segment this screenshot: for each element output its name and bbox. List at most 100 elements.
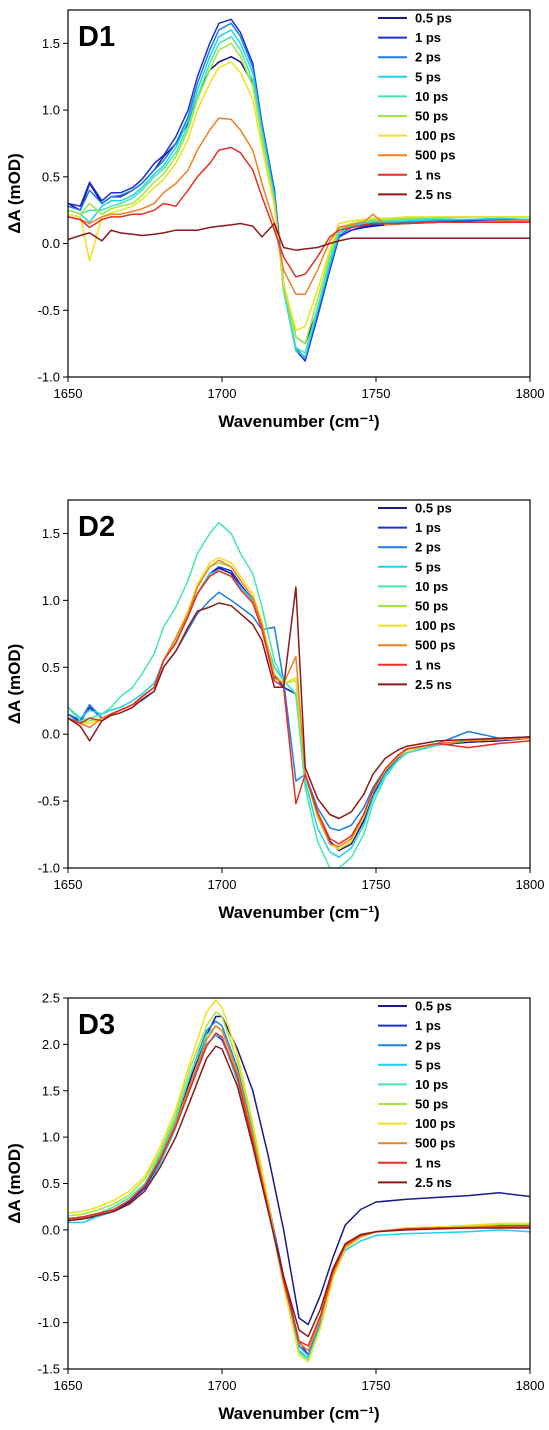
chart-1-y-tick-label: -0.5	[38, 303, 60, 318]
chart-3-y-tick-label: -0.5	[38, 1269, 60, 1284]
chart-1-series-line-10	[68, 222, 530, 251]
chart-2-x-tick-label: 1700	[208, 877, 237, 892]
chart-2-legend-label-9: 1 ns	[415, 657, 441, 672]
chart-3-x-axis-title: Wavenumber (cm⁻¹)	[218, 1404, 379, 1423]
chart-1-x-tick-label: 1800	[516, 386, 545, 401]
chart-3-legend-label-3: 2 ps	[415, 1038, 441, 1053]
chart-1-legend-label-9: 1 ns	[415, 167, 441, 182]
chart-1-legend-label-5: 10 ps	[415, 89, 448, 104]
chart-1-x-tick-label: 1750	[362, 386, 391, 401]
chart-3-y-tick-label: -1.5	[38, 1362, 60, 1377]
chart-1: 1650 1700 1750 1800 -1.0 -0.5 0.0 0.5 1.0 1.5 Wave…	[5, 9, 545, 431]
chart-1-series-line-2	[68, 18, 530, 362]
chart-1-y-tick-label: 0.5	[42, 169, 60, 184]
chart-1-x-tick-label: 1700	[208, 386, 237, 401]
chart-3-y-tick-label: -1.0	[38, 1315, 60, 1330]
chart-3-legend-label-8: 500 ps	[415, 1136, 455, 1151]
chart-1-y-tick-label: 1.0	[42, 103, 60, 118]
chart-1-series-line-5	[68, 35, 530, 354]
chart-1-series-line-6	[68, 42, 530, 345]
chart-2-legend: 0.5 ps 1 ps 2 ps 5 ps 10 ps 50 ps 100 ps 500 ps…	[378, 501, 455, 692]
chart-2-legend-label-6: 50 ps	[415, 599, 448, 614]
chart-3-legend-label-9: 1 ns	[415, 1155, 441, 1170]
chart-1-legend-label-2: 1 ps	[415, 30, 441, 45]
chart-2-x-axis-title: Wavenumber (cm⁻¹)	[218, 903, 379, 922]
chart-1-legend-label-4: 5 ps	[415, 69, 441, 84]
chart-2-series-line-5	[68, 521, 530, 868]
chart-2-y-tick-label: 0.5	[42, 660, 60, 675]
chart-3-series-line-3	[68, 1020, 530, 1356]
chart-2-axes-frame	[67, 499, 531, 869]
chart-3-legend-label-7: 100 ps	[415, 1116, 455, 1131]
chart-3-panel-label: D3	[78, 1009, 115, 1041]
chart-1-legend-label-3: 2 ps	[415, 50, 441, 65]
chart-2-series-line-10	[68, 586, 530, 820]
chart-1-x-tick-label: 1650	[54, 386, 83, 401]
chart-1-series-line-8	[68, 117, 530, 296]
chart-1-legend-label-1: 0.5 ps	[415, 11, 452, 26]
chart-3-y-tick-label: 2.0	[42, 1037, 60, 1052]
chart-1-series-line-9	[68, 146, 530, 278]
chart-2-series-group	[68, 521, 530, 868]
chart-1-x-axis-title: Wavenumber (cm⁻¹)	[218, 412, 379, 431]
chart-2-x-tick-label: 1750	[362, 877, 391, 892]
chart-1-axes-frame	[67, 9, 531, 378]
chart-2-legend-label-2: 1 ps	[415, 520, 441, 535]
chart-2-legend-label-3: 2 ps	[415, 540, 441, 555]
chart-3-series-line-6	[68, 1011, 530, 1363]
chart-1-legend-label-6: 50 ps	[415, 109, 448, 124]
chart-2-panel-label: D2	[78, 511, 115, 543]
chart-3-series-line-1	[68, 1015, 530, 1326]
chart-3-x-tick-label: 1750	[362, 1378, 391, 1393]
chart-2-y-tick-label: 0.0	[42, 727, 60, 742]
chart-3-y-tick-label: 0.0	[42, 1222, 60, 1237]
chart-3: 1650 1700 1750 1800 -1.5 -1.0 -0.5 0.0 0.5 1.0 1.5…	[5, 991, 544, 1424]
chart-3-y-tick-label: 0.5	[42, 1176, 60, 1191]
chart-2-y-tick-label: -1.0	[38, 861, 60, 876]
chart-2-x-tick-label: 1800	[516, 877, 545, 892]
chart-3-legend-label-1: 0.5 ps	[415, 999, 452, 1014]
chart-3-series-group	[68, 999, 530, 1363]
chart-1-y-tick-label: 1.5	[42, 36, 60, 51]
chart-1-y-tick-label: -1.0	[38, 370, 60, 385]
chart-3-legend-label-6: 50 ps	[415, 1097, 448, 1112]
chart-2-y-tick-label: -0.5	[38, 794, 60, 809]
chart-2-y-tick-label: 1.0	[42, 593, 60, 608]
chart-1-legend: 0.5 ps 1 ps 2 ps 5 ps 10 ps 50 ps 100 ps 500 ps…	[378, 11, 455, 202]
chart-3-series-line-2	[68, 1034, 530, 1356]
chart-3-series-line-7	[68, 999, 530, 1363]
chart-1-series-group	[68, 18, 530, 362]
chart-2-legend-label-1: 0.5 ps	[415, 501, 452, 516]
chart-1-legend-label-8: 500 ps	[415, 148, 455, 163]
chart-1-series-line-7	[68, 61, 530, 332]
chart-2-series-line-4	[68, 570, 530, 859]
chart-2-series-line-9	[68, 570, 530, 845]
chart-1-y-axis-title: ΔA (mOD)	[5, 153, 24, 234]
chart-3-legend: 0.5 ps 1 ps 2 ps 5 ps 10 ps 50 ps 100 ps 500 ps…	[378, 999, 455, 1190]
chart-2-legend-label-5: 10 ps	[415, 579, 448, 594]
chart-3-legend-label-4: 5 ps	[415, 1057, 441, 1072]
chart-2-legend-label-8: 500 ps	[415, 638, 455, 653]
chart-3-legend-label-10: 2.5 ns	[415, 1175, 452, 1190]
chart-2-legend-label-4: 5 ps	[415, 559, 441, 574]
chart-3-y-tick-label: 1.5	[42, 1083, 60, 1098]
chart-3-x-tick-label: 1700	[208, 1378, 237, 1393]
chart-2: 1650 1700 1750 1800 -1.0 -0.5 0.0 0.5 1.0 1.5 Wave…	[5, 499, 545, 922]
chart-1-legend-label-7: 100 ps	[415, 128, 455, 143]
chart-3-series-line-8	[68, 1025, 530, 1352]
chart-1-y-tick-label: 0.0	[42, 236, 60, 251]
chart-3-legend-label-2: 1 ps	[415, 1018, 441, 1033]
chart-3-y-tick-label: 1.0	[42, 1130, 60, 1145]
chart-2-y-tick-label: 1.5	[42, 526, 60, 541]
chart-2-legend-label-10: 2.5 ns	[415, 677, 452, 692]
chart-3-legend-label-5: 10 ps	[415, 1077, 448, 1092]
chart-3-series-line-10	[68, 1045, 530, 1338]
chart-3-x-tick-label: 1800	[516, 1378, 545, 1393]
chart-2-legend-label-7: 100 ps	[415, 618, 455, 633]
chart-1-panel-label: D1	[78, 21, 115, 53]
chart-1-legend-label-10: 2.5 ns	[415, 187, 452, 202]
chart-3-x-tick-label: 1650	[54, 1378, 83, 1393]
chart-1-series-line-4	[68, 29, 530, 358]
chart-3-y-axis-title: ΔA (mOD)	[5, 1143, 24, 1224]
